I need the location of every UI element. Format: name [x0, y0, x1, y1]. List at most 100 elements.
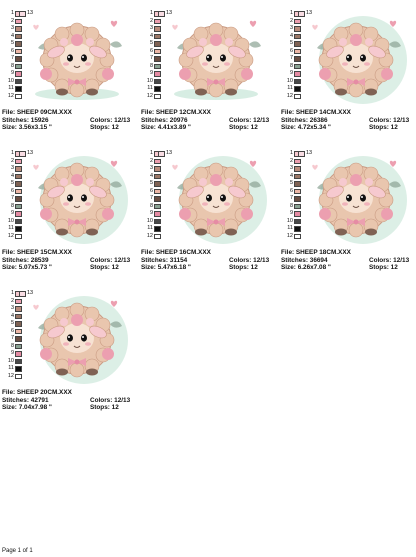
color-swatch-row: 3: [6, 25, 24, 33]
color-swatch-13: 13: [298, 150, 313, 158]
color-swatch-row: 9: [145, 210, 163, 218]
swatch-number: 10: [146, 77, 153, 84]
color-swatch-row: 2: [285, 18, 303, 26]
swatch-number: 8: [289, 62, 293, 69]
swatch-number: 5: [289, 180, 293, 187]
swatch-number: 2: [289, 17, 293, 24]
color-count: Colors: 12/13: [90, 396, 131, 404]
design-info: File: SHEEP 16CM.XXX Stitches: 31154 Color…: [141, 249, 275, 272]
color-swatch-row: 9: [285, 210, 303, 218]
swatch-number: 4: [149, 32, 153, 39]
color-swatch-row: 10: [145, 78, 163, 86]
swatch-number: 2: [289, 157, 293, 164]
swatch-number: 12: [286, 92, 293, 99]
color-swatch-row: 9: [6, 210, 24, 218]
swatch-number: 6: [289, 187, 293, 194]
color-swatch-row: 9: [145, 70, 163, 78]
color-swatch-row: 12: [145, 93, 163, 101]
color-count: Colors: 12/13: [90, 116, 131, 124]
swatch-number: 7: [10, 195, 14, 202]
color-swatch-row: 11: [285, 225, 303, 233]
color-swatch-row: 9: [285, 70, 303, 78]
file-name: File: SHEEP 16CM.XXX: [141, 249, 211, 256]
swatch-number: 4: [289, 32, 293, 39]
color-swatch-row: 7: [6, 55, 24, 63]
color-swatch-row: 8: [6, 203, 24, 211]
color-swatch: [19, 291, 26, 297]
color-swatch: [15, 226, 22, 232]
design-card: 1 2 3 4 5 6 7 8 9 10 11 12 13 File: SHEEP 20CM.XXX Sti…: [2, 288, 136, 418]
color-swatch-row: 9: [6, 350, 24, 358]
color-swatch-row: 2: [145, 158, 163, 166]
stop-count: Stops: 12: [90, 404, 119, 412]
color-swatch-row: 5: [6, 180, 24, 188]
swatch-number: 8: [10, 202, 14, 209]
swatch-number: 3: [289, 165, 293, 172]
color-swatch: [15, 366, 22, 372]
color-swatch: [154, 188, 161, 194]
color-swatch-row: 2: [6, 18, 24, 26]
color-swatch: [154, 33, 161, 39]
color-swatch: [154, 218, 161, 224]
stitch-count: Stitches: 20976: [141, 116, 188, 124]
color-palette: 1 2 3 4 5 6 7 8 9 10 11 12 13: [6, 10, 33, 100]
color-count: Colors: 12/13: [229, 256, 270, 264]
color-swatch: [294, 33, 301, 39]
design-size: Size: 3.56x3.15 ": [2, 124, 52, 132]
color-swatch: [15, 166, 22, 172]
design-card: 1 2 3 4 5 6 7 8 9 10 11 12 13 File: SHEEP 15CM.XXX Sti…: [2, 148, 136, 278]
color-swatch-row: 12: [145, 233, 163, 241]
color-swatch: [154, 41, 161, 47]
swatch-number: 11: [287, 225, 293, 232]
color-swatch: [158, 11, 165, 17]
swatch-number: 7: [149, 55, 153, 62]
color-swatch: [15, 328, 22, 334]
color-swatch: [15, 41, 22, 47]
swatch-number: 9: [149, 70, 153, 77]
color-swatch-row: 2: [285, 158, 303, 166]
swatch-number: 3: [289, 25, 293, 32]
color-swatch: [294, 218, 301, 224]
sheep-embroidery-image: [24, 148, 130, 244]
color-swatch-row: 10: [6, 358, 24, 366]
swatch-number: 11: [147, 85, 153, 92]
swatch-number: 9: [10, 350, 14, 357]
swatch-number: 13: [166, 10, 173, 17]
color-swatch-row: 10: [6, 78, 24, 86]
color-swatch: [15, 298, 22, 304]
file-name: File: SHEEP 12CM.XXX: [141, 109, 211, 116]
color-swatch-row: 6: [6, 328, 24, 336]
color-swatch-13: 13: [158, 10, 173, 18]
color-swatch-row: 5: [6, 40, 24, 48]
color-swatch-row: 5: [285, 40, 303, 48]
color-swatch-row: 6: [145, 188, 163, 196]
sheep-embroidery-image: [163, 148, 269, 244]
design-card: 1 2 3 4 5 6 7 8 9 10 11 12 13 File: SHEEP 18CM.XXX Sti…: [281, 148, 415, 278]
color-swatch-13: 13: [19, 10, 34, 18]
swatch-number: 8: [10, 62, 14, 69]
color-swatch-row: 11: [285, 85, 303, 93]
color-palette: 1 2 3 4 5 6 7 8 9 10 11 12 13: [145, 150, 172, 241]
color-swatch: [15, 48, 22, 54]
color-swatch-row: 11: [6, 85, 24, 93]
color-palette: 1 2 3 4 5 6 7 8 9 10 11 12 13: [145, 10, 172, 101]
color-swatch-row: 8: [145, 63, 163, 71]
swatch-number: 13: [306, 150, 313, 157]
color-swatch: [15, 63, 22, 69]
swatch-number: 9: [10, 210, 14, 217]
color-swatch: [294, 41, 301, 47]
color-swatch: [154, 71, 161, 77]
color-count: Colors: 12/13: [229, 116, 270, 124]
color-swatch: [19, 151, 26, 157]
swatch-number: 9: [149, 210, 153, 217]
swatch-number: 1: [10, 150, 14, 157]
color-count: Colors: 12/13: [369, 116, 410, 124]
color-swatch: [15, 351, 22, 357]
color-swatch: [294, 63, 301, 69]
color-swatch-row: 7: [145, 55, 163, 63]
color-swatch-row: 12: [285, 93, 303, 101]
sheep-embroidery-image: [24, 8, 130, 104]
color-swatch-row: 4: [145, 33, 163, 41]
design-size: Size: 4.72x5.34 ": [281, 124, 331, 132]
swatch-number: 6: [289, 47, 293, 54]
